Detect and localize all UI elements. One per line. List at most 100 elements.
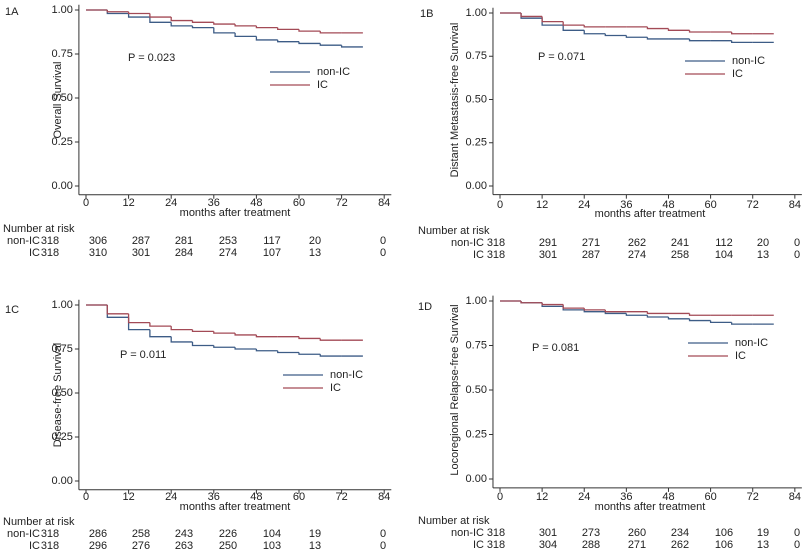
survival-step xyxy=(319,354,342,357)
survival-step xyxy=(213,345,236,348)
survival-step xyxy=(277,350,299,354)
x-axis-label: months after treatment xyxy=(180,207,291,219)
x-tick-label: 0 xyxy=(83,491,89,503)
risk-count: 306 xyxy=(89,235,107,247)
survival-step xyxy=(646,311,669,315)
y-tick-label: 0.25 xyxy=(51,431,72,443)
x-tick-label: 84 xyxy=(378,491,390,503)
x-tick-label: 12 xyxy=(536,491,548,503)
survival-step xyxy=(127,13,150,18)
x-tick-label: 24 xyxy=(165,197,177,209)
risk-row-label: IC xyxy=(29,247,40,259)
panel-label: 1B xyxy=(420,8,433,20)
risk-count: 243 xyxy=(175,528,193,540)
legend-label: non-IC xyxy=(732,55,765,67)
survival-step xyxy=(688,318,711,322)
survival-step xyxy=(298,336,321,340)
x-tick-label: 36 xyxy=(208,197,220,209)
risk-count: 241 xyxy=(671,237,689,249)
risk-count: 13 xyxy=(757,249,769,261)
risk-count: 284 xyxy=(175,247,193,259)
x-tick-label: 12 xyxy=(122,491,134,503)
risk-count: 0 xyxy=(794,237,800,249)
survival-step xyxy=(255,334,278,338)
y-tick-label: 0.25 xyxy=(466,428,487,440)
risk-count: 106 xyxy=(715,539,733,551)
x-tick-label: 0 xyxy=(497,199,503,211)
risk-count: 19 xyxy=(309,528,321,540)
legend-label: IC xyxy=(317,79,328,91)
survival-step xyxy=(170,326,193,331)
survival-step xyxy=(127,11,150,15)
x-tick-label: 36 xyxy=(208,491,220,503)
survival-step xyxy=(255,25,278,29)
survival-step xyxy=(562,21,585,26)
y-tick-label: 0.75 xyxy=(466,50,487,62)
risk-count: 304 xyxy=(539,539,557,551)
legend-label: IC xyxy=(732,68,743,80)
x-tick-label: 24 xyxy=(578,199,590,211)
survival-step xyxy=(298,41,321,45)
survival-step xyxy=(731,32,753,35)
survival-step xyxy=(688,38,711,42)
risk-count: 258 xyxy=(132,528,150,540)
x-tick-label: 48 xyxy=(250,197,262,209)
survival-step xyxy=(583,30,606,35)
legend-label: IC xyxy=(735,350,746,362)
y-axis-label: Distant Metastasis-free Survival xyxy=(449,23,461,178)
y-axis-label: Locoregional Relapse-free Survival xyxy=(449,304,461,475)
risk-count: 258 xyxy=(671,249,689,261)
risk-count: 103 xyxy=(263,540,281,552)
y-tick-label: 0.00 xyxy=(51,475,72,487)
survival-step xyxy=(709,320,732,324)
survival-step xyxy=(170,336,193,343)
survival-step xyxy=(191,20,214,23)
survival-step xyxy=(149,329,172,338)
y-tick-label: 1.00 xyxy=(51,299,72,311)
risk-count: 274 xyxy=(219,247,237,259)
y-tick-label: 0.50 xyxy=(466,93,487,105)
x-tick-label: 36 xyxy=(620,491,632,503)
y-tick-label: 1.00 xyxy=(466,7,487,19)
x-axis-label: months after treatment xyxy=(595,501,706,513)
x-tick-label: 48 xyxy=(250,491,262,503)
survival-step xyxy=(106,10,129,13)
risk-count: 318 xyxy=(41,528,59,540)
y-tick-label: 1.00 xyxy=(466,295,487,307)
survival-step xyxy=(520,13,543,19)
risk-row-label: IC xyxy=(29,540,40,552)
risk-count: 263 xyxy=(175,540,193,552)
x-tick-label: 72 xyxy=(335,197,347,209)
survival-step xyxy=(541,16,564,23)
risk-count: 296 xyxy=(89,540,107,552)
survival-step xyxy=(170,17,193,22)
survival-step xyxy=(277,39,299,43)
risk-count: 271 xyxy=(582,237,600,249)
panel-label: 1A xyxy=(5,6,19,18)
survival-step xyxy=(213,27,236,34)
panel-label: 1D xyxy=(418,301,432,313)
risk-count: 310 xyxy=(89,247,107,259)
survival-step xyxy=(234,24,257,27)
legend-label: non-IC xyxy=(735,337,768,349)
risk-row-label: non-IC xyxy=(7,235,40,247)
y-tick-label: 0.75 xyxy=(51,343,72,355)
legend-label: non-IC xyxy=(317,66,350,78)
x-tick-label: 48 xyxy=(662,491,674,503)
risk-count: 281 xyxy=(175,235,193,247)
panel-label: 1C xyxy=(5,304,19,316)
survival-step xyxy=(646,315,669,318)
survival-step xyxy=(583,308,606,311)
x-axis-label: months after treatment xyxy=(595,208,706,220)
survival-step xyxy=(234,32,257,38)
y-tick-label: 0.25 xyxy=(466,137,487,149)
survival-step xyxy=(106,305,129,315)
risk-title: Number at risk xyxy=(418,225,490,237)
y-tick-label: 0.00 xyxy=(466,473,487,485)
p-value: P = 0.011 xyxy=(120,349,166,361)
x-tick-label: 60 xyxy=(704,199,716,211)
survival-step xyxy=(604,33,627,37)
risk-count: 234 xyxy=(671,527,689,539)
risk-count: 262 xyxy=(671,539,689,551)
